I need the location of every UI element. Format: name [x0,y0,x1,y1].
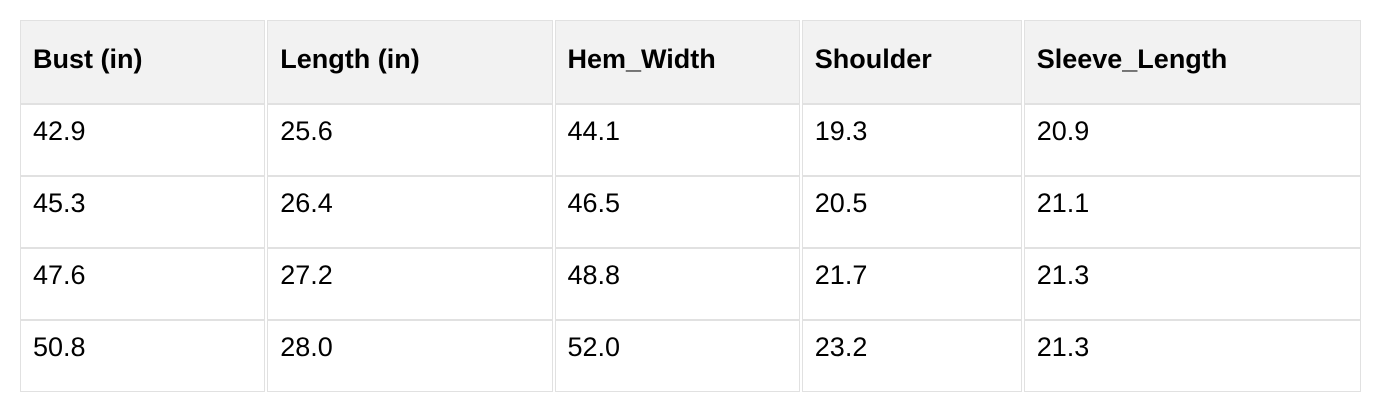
column-header-sleeve-length: Sleeve_Length [1023,20,1361,104]
column-header-bust: Bust (in) [20,20,266,104]
table-row: 50.8 28.0 52.0 23.2 21.3 [20,320,1361,392]
table-row: 45.3 26.4 46.5 20.5 21.1 [20,176,1361,248]
table-cell: 44.1 [554,104,800,176]
column-header-shoulder: Shoulder [801,20,1022,104]
table-cell: 42.9 [20,104,266,176]
table-row: 47.6 27.2 48.8 21.7 21.3 [20,248,1361,320]
table-row: 42.9 25.6 44.1 19.3 20.9 [20,104,1361,176]
table-cell: 21.3 [1023,248,1361,320]
table-cell: 48.8 [554,248,800,320]
table-cell: 20.5 [801,176,1022,248]
table-cell: 47.6 [20,248,266,320]
table-cell: 20.9 [1023,104,1361,176]
table-cell: 52.0 [554,320,800,392]
measurements-table: Bust (in) Length (in) Hem_Width Shoulder… [18,20,1363,392]
table-cell: 50.8 [20,320,266,392]
table-cell: 27.2 [267,248,553,320]
table-cell: 21.7 [801,248,1022,320]
table-cell: 23.2 [801,320,1022,392]
table-cell: 26.4 [267,176,553,248]
table-cell: 25.6 [267,104,553,176]
table-cell: 21.1 [1023,176,1361,248]
table-cell: 19.3 [801,104,1022,176]
header-row: Bust (in) Length (in) Hem_Width Shoulder… [20,20,1361,104]
table-cell: 46.5 [554,176,800,248]
column-header-hem-width: Hem_Width [554,20,800,104]
table-cell: 21.3 [1023,320,1361,392]
column-header-length: Length (in) [267,20,553,104]
table-cell: 28.0 [267,320,553,392]
table-cell: 45.3 [20,176,266,248]
